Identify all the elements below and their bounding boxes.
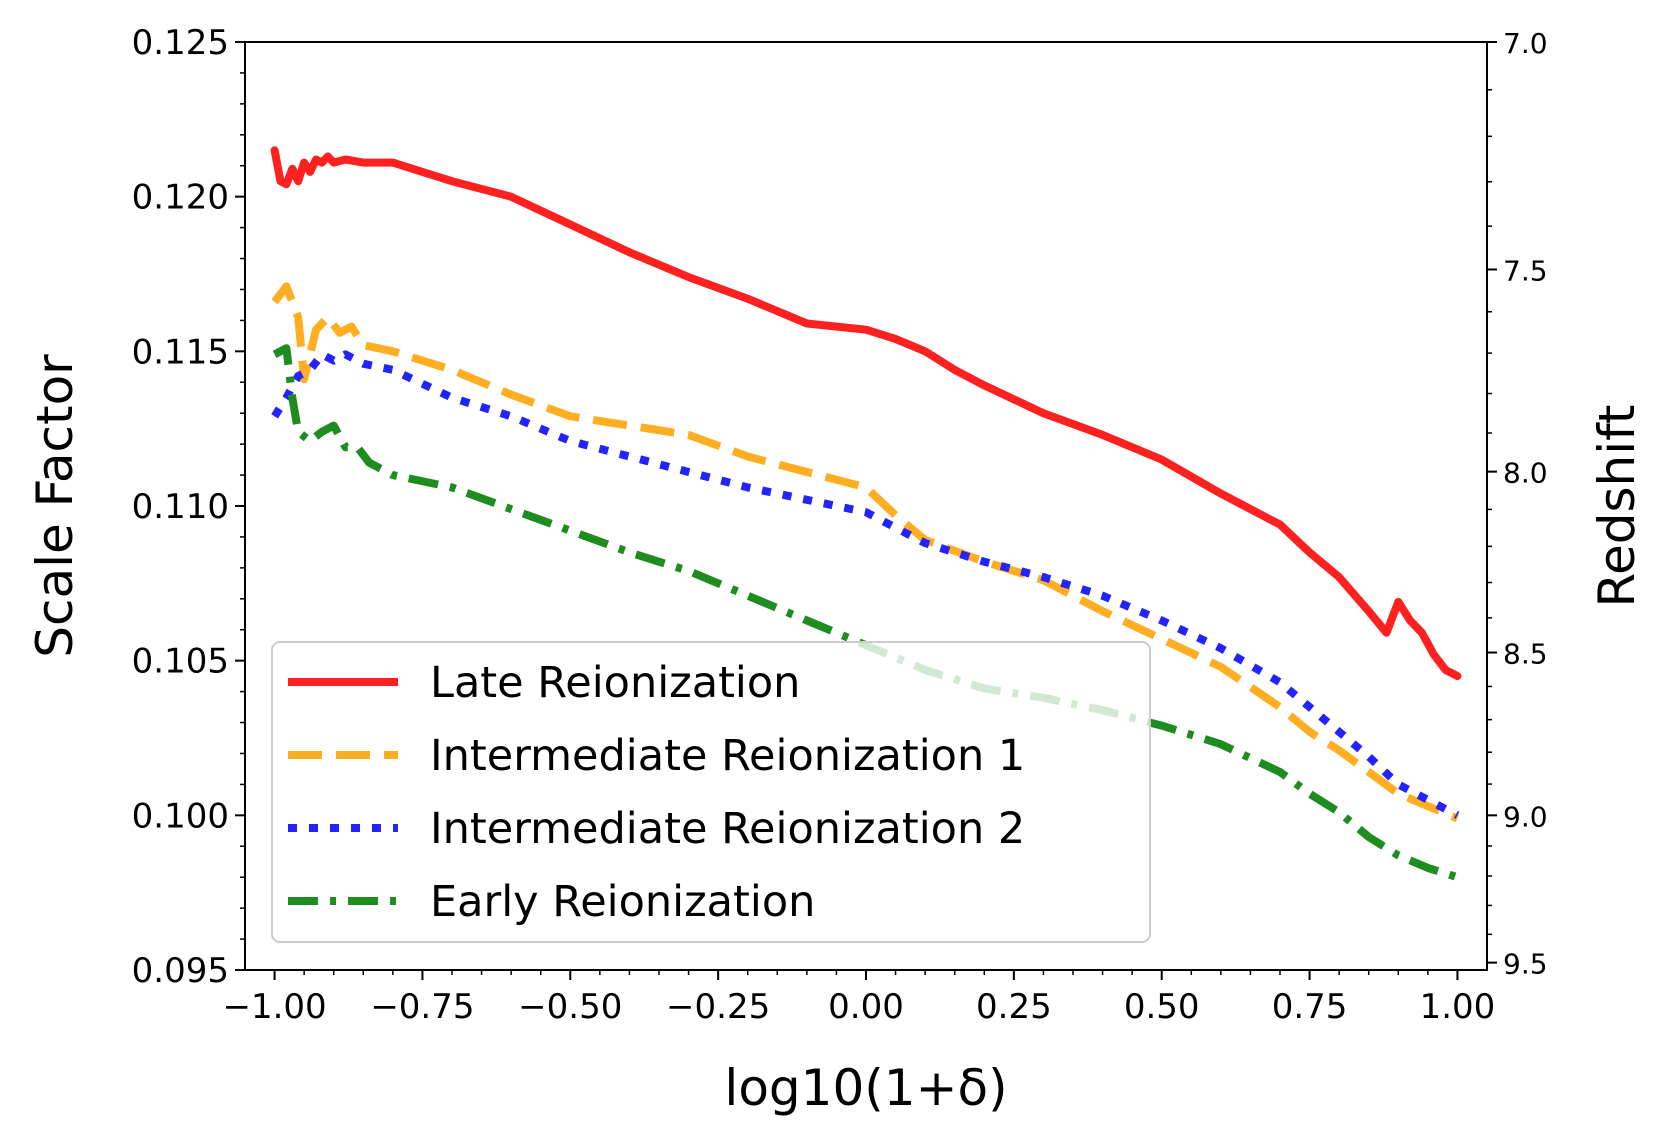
y-axis-left: 0.095 0.100 0.105 0.110 0.115 0.120 0.125 bbox=[132, 23, 245, 991]
y2-tick-label: 9.0 bbox=[1503, 800, 1548, 833]
x-tick-label: −0.75 bbox=[370, 987, 474, 1027]
series-line bbox=[271, 350, 1460, 819]
x-tick-label: 1.00 bbox=[1420, 987, 1496, 1027]
y-tick-label: 0.110 bbox=[132, 487, 229, 527]
legend-box bbox=[271, 641, 1151, 943]
y-tick-label: 0.120 bbox=[132, 178, 229, 218]
x-tick-label: −1.00 bbox=[222, 987, 326, 1027]
legend-label: Early Reionization bbox=[430, 877, 815, 927]
x-tick-label: −0.25 bbox=[666, 987, 770, 1027]
x-tick-label: 0.00 bbox=[828, 987, 904, 1027]
series-line bbox=[271, 282, 1459, 823]
y-axis-title: Scale Factor bbox=[26, 354, 84, 658]
y2-tick-label: 7.5 bbox=[1503, 254, 1548, 287]
legend: Late Reionization Intermediate Reionizati… bbox=[271, 641, 1151, 943]
y-tick-label: 0.095 bbox=[132, 951, 229, 991]
x-tick-label: 0.25 bbox=[976, 987, 1052, 1027]
y-tick-label: 0.125 bbox=[132, 23, 229, 63]
series-line bbox=[272, 344, 1459, 882]
x-tick-label: −0.50 bbox=[518, 987, 622, 1027]
y2-tick-label: 8.5 bbox=[1503, 638, 1548, 671]
y-axis-right: 7.0 7.5 8.0 8.5 9.0 9.5 bbox=[1487, 27, 1548, 981]
y-tick-label: 0.100 bbox=[132, 796, 229, 836]
x-tick-label: 0.75 bbox=[1272, 987, 1348, 1027]
y2-tick-label: 9.5 bbox=[1503, 948, 1548, 981]
legend-label: Late Reionization bbox=[430, 658, 800, 708]
y2-tick-label: 7.0 bbox=[1503, 27, 1548, 60]
plot-lines bbox=[270, 146, 1462, 882]
x-axis-title: log10(1+δ) bbox=[724, 1059, 1007, 1117]
legend-label: Intermediate Reionization 2 bbox=[430, 804, 1025, 854]
y2-tick-label: 8.0 bbox=[1503, 457, 1548, 490]
y2-axis-title: Redshift bbox=[1588, 405, 1646, 608]
y-tick-label: 0.115 bbox=[132, 332, 229, 372]
x-tick-label: 0.50 bbox=[1124, 987, 1200, 1027]
y-tick-label: 0.105 bbox=[132, 642, 229, 682]
legend-label: Intermediate Reionization 1 bbox=[430, 731, 1025, 781]
series-line bbox=[270, 146, 1462, 681]
x-axis: −1.00 −0.75 −0.50 −0.25 0.00 0.25 0.50 0.75 1.00 bbox=[222, 970, 1495, 1027]
